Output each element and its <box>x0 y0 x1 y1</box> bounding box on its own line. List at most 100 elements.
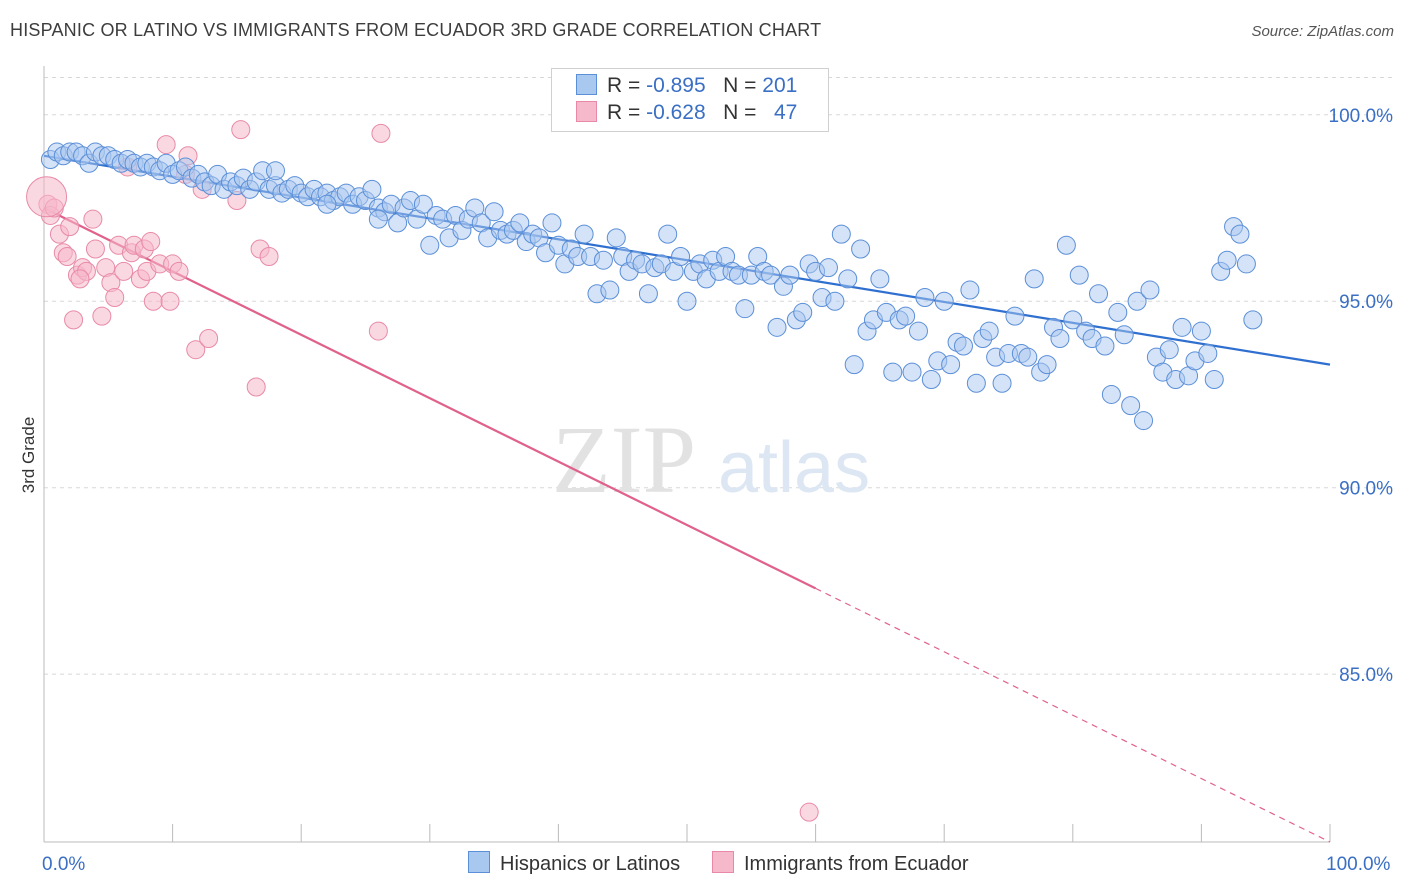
point-ecuador <box>141 232 161 252</box>
x-tick-label-min: 0.0% <box>42 854 85 875</box>
point-hispanics <box>953 336 973 356</box>
point-ecuador <box>231 120 251 140</box>
point-hispanics <box>1050 329 1070 349</box>
point-hispanics <box>780 265 800 285</box>
point-hispanics <box>1095 336 1115 356</box>
point-hispanics <box>902 362 922 382</box>
point-hispanics <box>838 269 858 289</box>
point-hispanics <box>1243 310 1263 330</box>
point-hispanics <box>851 239 871 259</box>
r-label: R = <box>607 101 647 124</box>
n-label: N = <box>723 101 763 124</box>
point-hispanics <box>1108 302 1128 322</box>
n-value: 47 <box>773 101 798 124</box>
point-hispanics <box>1204 370 1224 390</box>
point-ecuador <box>156 135 176 155</box>
point-hispanics <box>870 269 890 289</box>
point-hispanics <box>979 321 999 341</box>
point-hispanics <box>1198 343 1218 363</box>
point-hispanics <box>1140 280 1160 300</box>
point-hispanics <box>966 373 986 393</box>
point-hispanics <box>1024 269 1044 289</box>
point-ecuador <box>26 176 68 218</box>
chart-title: HISPANIC OR LATINO VS IMMIGRANTS FROM EC… <box>10 20 822 40</box>
watermark-zip: ZIP <box>552 406 696 513</box>
y-tick-label: 95.0% <box>1339 292 1393 313</box>
legend-item-ecuador: Immigrants from Ecuador <box>712 851 969 876</box>
point-hispanics <box>593 250 613 270</box>
point-hispanics <box>362 179 382 199</box>
blue-swatch <box>576 74 597 95</box>
point-ecuador <box>60 217 80 237</box>
point-hispanics <box>992 373 1012 393</box>
point-ecuador <box>114 261 134 281</box>
point-hispanics <box>368 209 388 229</box>
point-hispanics <box>1018 347 1038 367</box>
point-hispanics <box>1159 340 1179 360</box>
source-label: Source: ZipAtlas.com <box>1251 23 1394 40</box>
point-ecuador <box>246 377 266 397</box>
point-hispanics <box>638 284 658 304</box>
point-hispanics <box>818 258 838 278</box>
watermark-atlas: atlas <box>718 428 870 508</box>
point-hispanics <box>265 161 285 181</box>
r-value: -0.628 <box>646 101 706 124</box>
point-ecuador <box>92 306 112 326</box>
point-hispanics <box>915 287 935 307</box>
point-hispanics <box>941 355 961 375</box>
point-hispanics <box>1101 384 1121 404</box>
point-hispanics <box>413 194 433 214</box>
point-hispanics <box>908 321 928 341</box>
stats-row-pink: R = -0.628 N = 47 <box>576 101 797 125</box>
point-ecuador <box>371 123 391 143</box>
point-hispanics <box>921 370 941 390</box>
point-hispanics <box>896 306 916 326</box>
point-hispanics <box>606 228 626 248</box>
y-tick-label: 85.0% <box>1339 665 1393 686</box>
y-tick-label: 90.0% <box>1339 479 1393 500</box>
point-hispanics <box>671 246 691 266</box>
point-hispanics <box>1089 284 1109 304</box>
point-hispanics <box>600 280 620 300</box>
legend-label: Immigrants from Ecuador <box>744 853 969 875</box>
point-hispanics <box>1056 235 1076 255</box>
point-hispanics <box>883 362 903 382</box>
r-label: R = <box>607 74 647 97</box>
point-hispanics <box>825 291 845 311</box>
point-ecuador <box>85 239 105 259</box>
point-ecuador <box>57 246 77 266</box>
point-ecuador <box>143 291 163 311</box>
point-hispanics <box>960 280 980 300</box>
x-tick-label-max: 100.0% <box>1326 854 1391 875</box>
y-axis-label: 3rd Grade <box>19 417 38 494</box>
y-tick-labels: 100.0% 95.0% 90.0% 85.0% <box>1329 106 1394 686</box>
point-hispanics <box>1127 291 1147 311</box>
point-hispanics <box>831 224 851 244</box>
pink-swatch <box>576 101 597 122</box>
point-hispanics <box>934 291 954 311</box>
point-hispanics <box>767 317 787 337</box>
point-hispanics <box>420 235 440 255</box>
point-ecuador <box>64 310 84 330</box>
point-hispanics <box>844 355 864 375</box>
point-ecuador <box>105 287 125 307</box>
n-label: N = <box>723 74 763 97</box>
point-hispanics <box>793 302 813 322</box>
point-hispanics <box>1005 306 1025 326</box>
point-hispanics <box>1063 310 1083 330</box>
point-ecuador <box>259 246 279 266</box>
point-ecuador <box>160 291 180 311</box>
point-ecuador <box>186 340 206 360</box>
point-hispanics <box>735 299 755 319</box>
point-hispanics <box>317 194 337 214</box>
legend-label: Hispanics or Latinos <box>500 853 681 875</box>
point-hispanics <box>1134 411 1154 431</box>
legend-swatch-blue <box>468 851 490 873</box>
point-ecuador <box>368 321 388 341</box>
stats-box: R = -0.895 N = 201 R = -0.628 N = 47 <box>551 68 829 132</box>
trend-line-ecuador-extrapolated <box>815 587 1331 843</box>
point-hispanics <box>1230 224 1250 244</box>
point-ecuador <box>199 329 219 349</box>
point-hispanics <box>761 265 781 285</box>
